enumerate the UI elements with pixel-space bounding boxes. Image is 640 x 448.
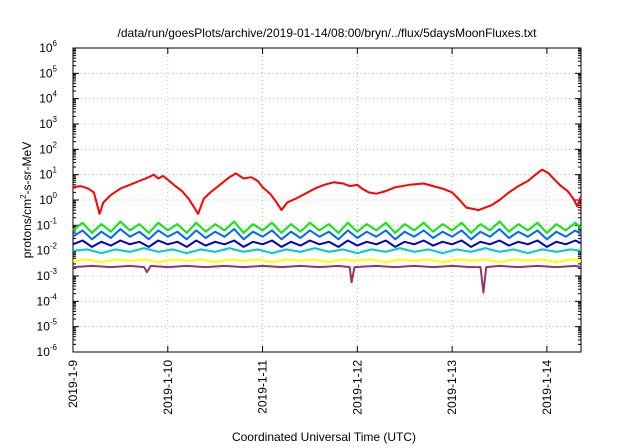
y-tick-exponent: -6 — [50, 343, 58, 352]
y-tick-base: 10 — [37, 269, 51, 283]
y-tick-label: 10-1 — [37, 216, 58, 232]
y-axis-label-main: protons/cm — [20, 199, 34, 258]
y-tick-label: 103 — [39, 115, 57, 131]
series-line-1 — [72, 168, 582, 215]
y-tick-base: 10 — [39, 142, 53, 156]
y-tick-exponent: 6 — [53, 39, 58, 48]
y-tick-exponent: -2 — [50, 242, 58, 251]
y-tick-exponent: -5 — [50, 318, 58, 327]
y-tick-exponent: 1 — [53, 166, 58, 175]
y-tick-base: 10 — [37, 345, 51, 359]
x-tick-label: 2019-1-14 — [540, 360, 554, 415]
y-tick-label: 101 — [39, 166, 57, 182]
y-tick-label: 10-4 — [37, 292, 58, 308]
y-tick-label: 102 — [39, 140, 57, 156]
y-tick-base: 10 — [39, 66, 53, 80]
y-axis-label: protons/cm2-s-sr-MeV — [19, 142, 34, 258]
y-tick-label: 10-3 — [37, 267, 58, 283]
y-tick-exponent: 2 — [53, 140, 58, 149]
y-tick-base: 10 — [39, 41, 53, 55]
y-tick-label: 100 — [39, 191, 57, 207]
y-tick-label: 10-2 — [37, 242, 58, 258]
series-line-4 — [72, 239, 582, 248]
y-tick-base: 10 — [37, 218, 51, 232]
y-axis: 10-610-510-410-310-210-11001011021031041… — [37, 39, 581, 359]
series-line-3 — [72, 228, 582, 241]
y-tick-base: 10 — [37, 320, 51, 334]
y-tick-exponent: -4 — [50, 292, 58, 301]
series-line-2 — [72, 220, 582, 234]
y-tick-exponent: -3 — [50, 267, 58, 276]
y-tick-exponent: 5 — [53, 64, 58, 73]
y-tick-exponent: 0 — [53, 191, 58, 200]
y-tick-base: 10 — [39, 193, 53, 207]
y-tick-label: 104 — [39, 90, 57, 106]
y-tick-exponent: -1 — [50, 216, 58, 225]
y-tick-exponent: 4 — [53, 90, 58, 99]
y-axis-label-superscript: 2 — [19, 194, 28, 199]
y-tick-base: 10 — [37, 294, 51, 308]
x-tick-label: 2019-1-10 — [161, 360, 175, 415]
series-line-7 — [72, 264, 582, 294]
y-tick-label: 10-5 — [37, 318, 58, 334]
grid — [73, 48, 581, 352]
y-axis-label-rest: -s-sr-MeV — [20, 142, 34, 195]
y-tick-base: 10 — [39, 117, 53, 131]
x-tick-label: 2019-1-11 — [256, 360, 270, 414]
y-tick-label: 10-6 — [37, 343, 58, 359]
y-tick-base: 10 — [39, 168, 53, 182]
y-tick-exponent: 3 — [53, 115, 58, 124]
y-tick-label: 105 — [39, 64, 57, 80]
y-tick-base: 10 — [39, 92, 53, 106]
series-layer — [72, 168, 582, 294]
series-line-5 — [72, 247, 582, 255]
y-tick-base: 10 — [37, 244, 51, 258]
x-tick-label: 2019-1-9 — [66, 360, 80, 408]
x-axis-label: Coordinated Universal Time (UTC) — [232, 430, 416, 444]
y-tick-label: 106 — [39, 39, 57, 55]
x-tick-label: 2019-1-12 — [350, 360, 364, 415]
series-line-6 — [72, 258, 582, 264]
x-axis: 2019-1-9 2019-1-10 2019-1-11 2019-1-12 2019-… — [66, 48, 554, 415]
chart-title: /data/run/goesPlots/archive/2019-01-14/0… — [118, 26, 538, 40]
x-tick-label: 2019-1-13 — [445, 360, 459, 415]
